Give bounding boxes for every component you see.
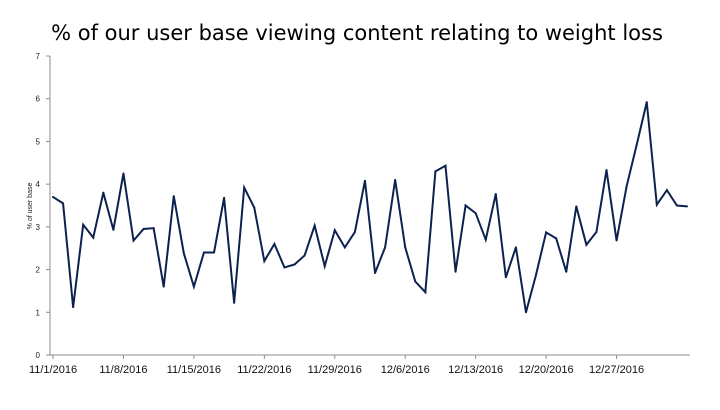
data-point — [213, 251, 216, 254]
series-line — [52, 101, 688, 313]
data-point — [645, 101, 648, 104]
x-tick-label: 12/13/2016 — [448, 364, 503, 376]
x-tick-label: 11/8/2016 — [99, 364, 147, 376]
x-tick-label: 11/29/2016 — [308, 364, 362, 376]
x-ticks: 11/1/2016 11/8/2016 11/15/2016 11/22/2016 11… — [29, 355, 644, 376]
data-point — [62, 202, 65, 205]
data-point — [686, 205, 688, 208]
data-point — [313, 224, 316, 227]
data-point — [484, 238, 487, 241]
data-point — [303, 254, 306, 257]
data-point — [363, 179, 366, 182]
data-point — [92, 236, 95, 239]
data-point — [142, 227, 145, 230]
y-axis-label: % of user base — [27, 183, 34, 230]
data-point — [575, 205, 578, 208]
data-point — [323, 265, 326, 268]
data-point — [233, 301, 236, 304]
data-point — [424, 291, 427, 294]
data-point — [182, 252, 185, 255]
data-point — [394, 178, 397, 181]
x-tick-label: 11/22/2016 — [237, 364, 291, 376]
data-point — [374, 271, 377, 274]
data-point — [444, 164, 447, 167]
data-point — [122, 172, 125, 175]
data-point — [585, 243, 588, 246]
data-point — [655, 203, 658, 206]
data-point — [565, 270, 568, 273]
data-point — [202, 251, 205, 254]
data-point — [464, 204, 467, 207]
data-point — [132, 239, 135, 242]
data-point — [545, 231, 548, 234]
data-point — [384, 246, 387, 249]
y-tick-label: 0 — [36, 351, 41, 360]
data-point — [615, 239, 618, 242]
data-point — [223, 196, 226, 199]
y-tick-label: 4 — [36, 180, 41, 189]
data-point — [675, 204, 678, 207]
x-tick-label: 11/1/2016 — [29, 364, 77, 376]
data-point — [605, 169, 608, 172]
data-point — [535, 273, 538, 276]
y-tick-label: 2 — [36, 266, 41, 275]
y-tick-label: 3 — [36, 223, 41, 232]
y-tick-label: 7 — [36, 52, 41, 61]
data-point — [524, 311, 527, 314]
data-point — [494, 192, 497, 195]
data-point — [635, 143, 638, 146]
data-point — [192, 285, 195, 288]
x-tick-label: 12/27/2016 — [589, 364, 644, 376]
data-point — [595, 230, 598, 233]
y-ticks: 0 1 2 3 4 5 6 7 — [36, 52, 50, 360]
x-tick-label: 12/6/2016 — [381, 364, 430, 376]
y-tick-label: 6 — [36, 95, 41, 104]
data-point — [152, 227, 155, 230]
data-point — [665, 189, 668, 192]
data-point — [454, 270, 457, 273]
data-point — [253, 206, 256, 209]
data-point — [172, 195, 175, 198]
data-point — [82, 223, 85, 226]
x-tick-label: 12/20/2016 — [519, 364, 574, 376]
data-point — [434, 170, 437, 173]
data-point — [343, 246, 346, 249]
x-tick-label: 11/15/2016 — [167, 364, 221, 376]
data-point — [555, 237, 558, 240]
data-point — [52, 195, 54, 198]
data-point — [273, 242, 276, 245]
series-layer — [52, 101, 688, 314]
data-point — [263, 260, 266, 263]
data-point — [162, 285, 165, 288]
y-tick-label: 1 — [36, 308, 41, 317]
y-tick-label: 5 — [36, 137, 41, 146]
chart-title: % of our user base viewing content relat… — [51, 21, 663, 45]
data-point — [353, 230, 356, 233]
data-point — [504, 276, 507, 279]
data-point — [112, 228, 115, 231]
data-point — [514, 246, 517, 249]
data-point — [102, 191, 105, 194]
data-point — [404, 246, 407, 249]
data-point — [414, 280, 417, 283]
data-point — [72, 306, 75, 309]
data-point — [293, 263, 296, 266]
data-point — [474, 212, 477, 215]
data-point — [243, 186, 246, 189]
data-point — [333, 229, 336, 232]
data-point — [283, 266, 286, 269]
data-point — [625, 185, 628, 188]
